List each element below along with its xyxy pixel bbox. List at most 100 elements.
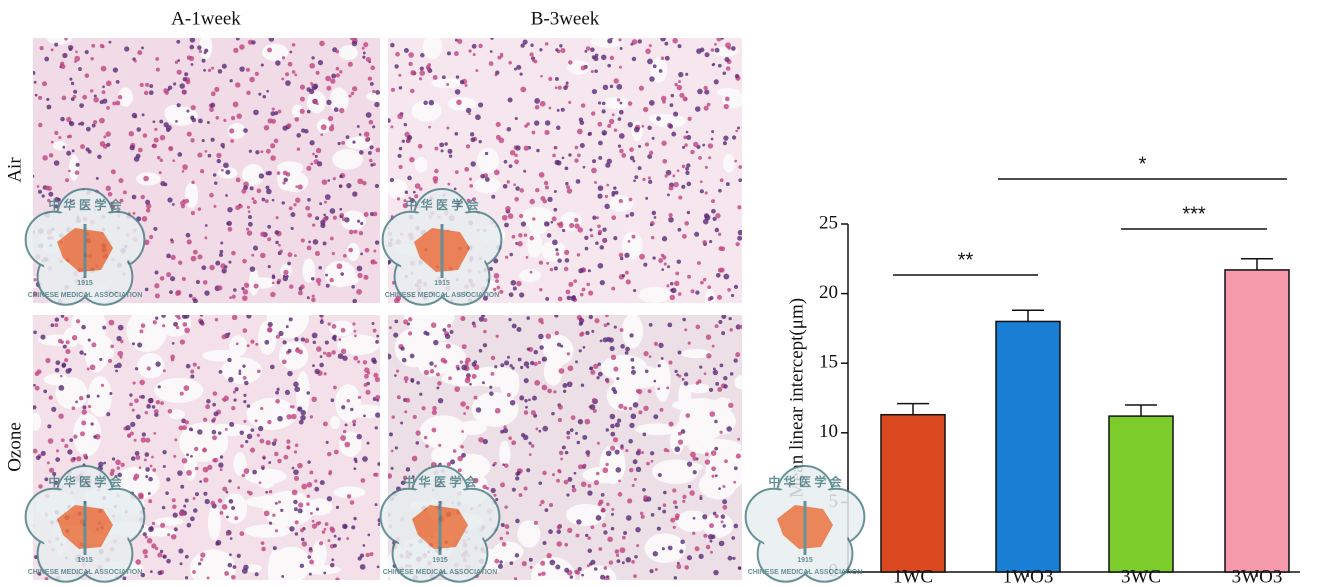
nucleus (197, 254, 203, 260)
nucleus (306, 391, 310, 395)
nucleus (371, 322, 375, 325)
nucleus (174, 60, 179, 64)
nucleus (149, 570, 153, 574)
nucleus (315, 507, 320, 511)
nucleus (585, 450, 591, 455)
nucleus (281, 575, 285, 578)
nucleus (579, 332, 584, 337)
nucleus (184, 498, 189, 503)
nucleus (494, 365, 498, 369)
nucleus (312, 99, 317, 104)
nucleus (273, 438, 278, 443)
nucleus (400, 421, 404, 425)
nucleus (54, 204, 59, 209)
nucleus (317, 282, 321, 286)
nucleus (335, 49, 339, 54)
nucleus (64, 357, 69, 363)
alveolus (499, 440, 511, 468)
nucleus (643, 351, 649, 357)
nucleus (271, 441, 277, 446)
nucleus (535, 188, 540, 193)
nucleus (613, 128, 618, 132)
nucleus (493, 272, 500, 279)
nucleus (516, 64, 522, 70)
nucleus (597, 262, 604, 269)
nucleus (306, 245, 312, 251)
nucleus (324, 194, 331, 200)
nucleus (311, 332, 318, 339)
nucleus (432, 405, 437, 411)
nucleus (630, 413, 637, 420)
nucleus (549, 267, 554, 272)
nucleus (330, 78, 336, 84)
nucleus (304, 338, 310, 344)
nucleus (143, 90, 149, 96)
nucleus (216, 158, 221, 164)
nucleus (277, 458, 282, 464)
nucleus (641, 451, 645, 455)
alveolus (72, 413, 102, 457)
nucleus (357, 556, 362, 561)
nucleus (245, 440, 249, 444)
nucleus (608, 337, 614, 343)
nucleus (41, 194, 45, 198)
nucleus (315, 147, 322, 154)
nucleus (226, 515, 229, 519)
nucleus (242, 258, 247, 264)
watermark-name: CHINESE MEDICAL ASSOCIATION (748, 569, 863, 576)
nucleus (693, 141, 699, 148)
nucleus (483, 329, 487, 334)
nucleus (270, 143, 276, 149)
nucleus (702, 143, 706, 147)
nucleus (261, 197, 266, 202)
nucleus (523, 145, 529, 151)
nucleus (183, 504, 187, 508)
nucleus (249, 447, 256, 453)
nucleus (544, 120, 551, 126)
nucleus (602, 467, 609, 474)
nucleus (192, 298, 198, 303)
alveolus (229, 335, 248, 357)
nucleus (243, 393, 247, 397)
nucleus (217, 285, 223, 291)
alveolus (621, 231, 643, 260)
nucleus (55, 360, 61, 366)
nucleus (122, 576, 127, 580)
nucleus (157, 552, 163, 558)
alveolus (473, 176, 501, 194)
nucleus (374, 101, 380, 108)
nucleus (275, 216, 279, 220)
nucleus (409, 197, 415, 204)
nucleus (699, 365, 703, 369)
nucleus (472, 197, 476, 202)
nucleus (307, 555, 312, 559)
nucleus (469, 132, 475, 137)
nucleus (578, 349, 582, 353)
nucleus (529, 270, 533, 274)
alveolus (471, 391, 519, 427)
nucleus (661, 547, 665, 551)
nucleus (376, 398, 380, 402)
nucleus (192, 362, 197, 367)
nucleus (238, 204, 243, 209)
nucleus (178, 425, 184, 431)
nucleus (698, 155, 702, 160)
nucleus (541, 384, 548, 391)
watermark-year: 1915 (432, 557, 448, 564)
nucleus (580, 103, 586, 108)
nucleus (694, 231, 700, 237)
nucleus (471, 321, 476, 326)
nucleus (590, 369, 596, 375)
nucleus (640, 514, 645, 519)
nucleus (528, 557, 533, 562)
nucleus (525, 405, 528, 409)
nucleus (148, 90, 154, 95)
nucleus (610, 354, 617, 360)
nucleus (499, 560, 503, 564)
nucleus (433, 179, 438, 184)
nucleus (650, 223, 653, 227)
nucleus (465, 405, 470, 410)
nucleus (528, 453, 532, 457)
nucleus (721, 315, 727, 320)
watermark-year: 1915 (797, 557, 813, 564)
